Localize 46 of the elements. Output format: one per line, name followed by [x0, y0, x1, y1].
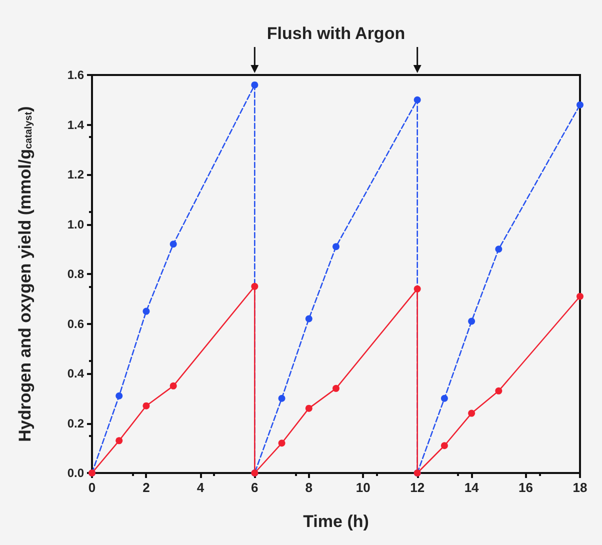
- y-tick-label: 0.8: [67, 267, 84, 281]
- x-axis-title: Time (h): [303, 512, 369, 531]
- point: [170, 240, 177, 248]
- x-tick-label: 10: [356, 480, 370, 495]
- x-tick-label: 8: [305, 480, 313, 495]
- point: [251, 282, 258, 290]
- point: [142, 402, 150, 410]
- point: [576, 292, 584, 300]
- point: [332, 243, 340, 250]
- point: [414, 285, 421, 292]
- point: [440, 442, 448, 450]
- x-tick-label: 16: [518, 480, 534, 495]
- point: [468, 318, 476, 325]
- text: Flush with Argon: [266, 24, 406, 43]
- y-axis-title: Hydrogen and oxygen yield (mmol/gcatalyst): [16, 106, 34, 442]
- x-tick-label: 18: [572, 480, 588, 495]
- point: [116, 437, 123, 444]
- point: [278, 440, 286, 447]
- point: [305, 404, 312, 412]
- y-tick-label: 0.0: [67, 466, 84, 480]
- point: [414, 96, 421, 104]
- x-tick-label: 4: [196, 480, 205, 495]
- point: [251, 81, 258, 88]
- point: [440, 394, 448, 402]
- y-tick-label: 0.4: [67, 366, 84, 380]
- x-tick-label: 14: [464, 480, 480, 495]
- point: [495, 246, 502, 253]
- point: [332, 384, 340, 392]
- point: [495, 387, 502, 394]
- y-tick-label: 0.6: [67, 316, 84, 331]
- point: [468, 410, 476, 417]
- y-tick-label: 1.0: [67, 217, 84, 232]
- point: [170, 382, 177, 390]
- point: [116, 392, 123, 400]
- x-tick-label: 0: [88, 480, 96, 495]
- point: [576, 101, 584, 108]
- point: [142, 308, 150, 315]
- y-tick-label: 1.4: [67, 118, 84, 132]
- x-tick-label: 6: [251, 480, 258, 495]
- x-tick-label: 12: [410, 480, 425, 495]
- x-tick-label: 2: [142, 480, 150, 495]
- y-tick-label: 1.2: [67, 168, 84, 182]
- y-tick-label: 0.2: [67, 416, 84, 430]
- point: [305, 315, 312, 322]
- y-tick-label: 1.6: [67, 68, 84, 82]
- point: [278, 394, 286, 402]
